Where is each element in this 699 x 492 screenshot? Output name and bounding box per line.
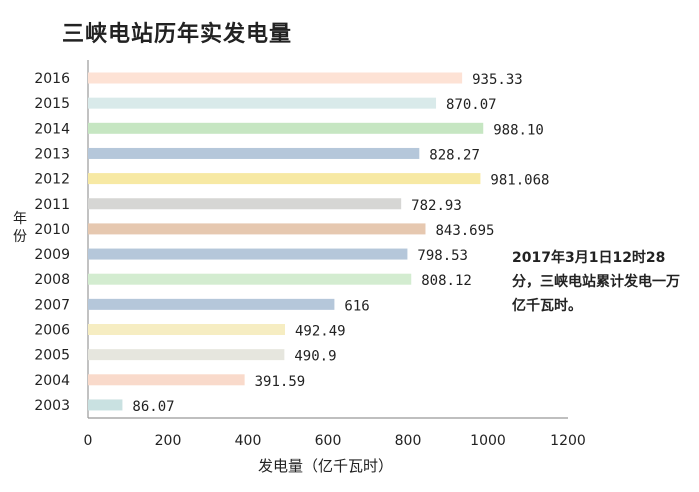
data-label: 492.49 xyxy=(295,324,346,340)
y-tick-label: 2003 xyxy=(34,398,70,414)
y-tick-label: 2009 xyxy=(34,247,70,263)
chart-title: 三峡电站历年实发电量 xyxy=(62,22,293,47)
bar xyxy=(88,97,437,109)
x-axis-label: 发电量（亿千瓦时） xyxy=(258,457,394,475)
bar xyxy=(88,248,408,260)
x-tick-label: 0 xyxy=(84,433,93,449)
x-tick-label: 200 xyxy=(155,433,182,449)
y-tick-label: 2010 xyxy=(34,222,70,238)
data-label: 981.068 xyxy=(490,173,549,189)
data-label: 86.07 xyxy=(132,399,174,415)
y-tick-label: 2016 xyxy=(34,71,70,87)
data-label: 616 xyxy=(344,298,369,314)
data-label: 490.9 xyxy=(294,349,336,365)
data-label: 988.10 xyxy=(493,122,544,138)
y-tick-label: 2008 xyxy=(34,272,70,288)
y-tick-label: 2015 xyxy=(34,96,70,112)
y-tick-label: 2012 xyxy=(34,172,70,188)
data-label: 870.07 xyxy=(446,97,497,113)
x-tick-label: 400 xyxy=(235,433,262,449)
bar xyxy=(88,72,463,84)
y-tick-label: 2006 xyxy=(34,323,70,339)
data-label: 828.27 xyxy=(429,147,480,163)
data-label: 808.12 xyxy=(421,273,472,289)
data-label: 782.93 xyxy=(411,198,462,214)
bar xyxy=(88,324,285,335)
y-tick-label: 2007 xyxy=(34,297,70,313)
bar xyxy=(88,399,123,411)
data-label: 798.53 xyxy=(417,248,468,264)
bar xyxy=(88,198,402,210)
data-label: 843.695 xyxy=(435,223,494,239)
y-tick-label: 2013 xyxy=(34,146,70,162)
data-label: 935.33 xyxy=(472,72,523,88)
y-tick-label: 2014 xyxy=(34,121,70,137)
y-axis-label: 年份 xyxy=(13,211,27,245)
bar xyxy=(88,223,426,235)
bar xyxy=(88,122,484,134)
x-tick-label: 1000 xyxy=(470,433,506,449)
bar xyxy=(88,173,481,185)
annotation: 2017年3月1日12时28分，三峡电站累计发电一万亿千瓦时。 xyxy=(512,250,680,314)
bar xyxy=(88,147,420,159)
bar xyxy=(88,273,412,285)
y-tick-label: 2005 xyxy=(34,348,70,364)
x-tick-label: 600 xyxy=(315,433,342,449)
x-tick-label: 1200 xyxy=(550,433,586,449)
bar xyxy=(88,349,285,361)
bar xyxy=(88,374,245,386)
y-tick-label: 2011 xyxy=(34,197,70,213)
x-tick-label: 800 xyxy=(395,433,422,449)
y-tick-label: 2004 xyxy=(34,373,70,389)
data-label: 391.59 xyxy=(255,374,306,390)
bar xyxy=(88,298,335,310)
